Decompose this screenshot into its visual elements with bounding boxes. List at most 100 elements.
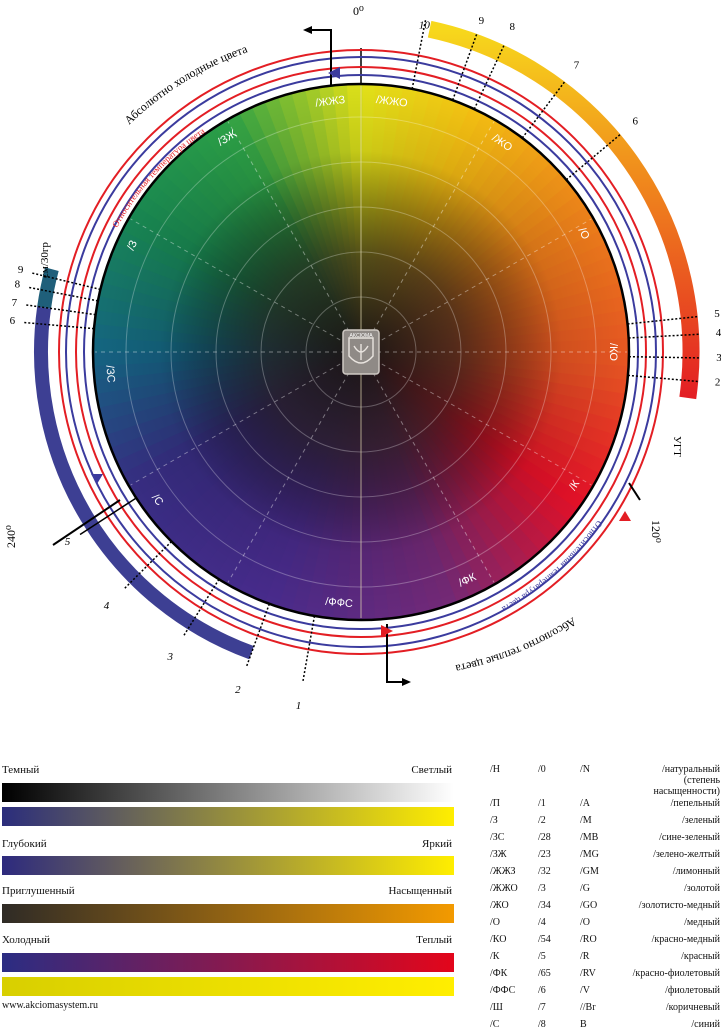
left-scale-number: 4 xyxy=(104,600,110,612)
center-emblem-icon: AKCIOMA xyxy=(342,329,380,375)
sector-label: /ФФС xyxy=(325,596,354,610)
legend-cell: /6 xyxy=(538,985,546,996)
scale-3-left-label: Глубокий xyxy=(2,838,47,850)
legend-cell: /синий xyxy=(691,1019,720,1030)
legend-cell: /4 xyxy=(538,917,546,928)
legend-cell: /ФК xyxy=(490,968,508,979)
legend-cell: /З xyxy=(490,815,498,826)
legend-cell: /M xyxy=(580,815,592,826)
pointer-lines xyxy=(52,29,641,683)
left-scale-number: 1 xyxy=(296,700,302,712)
scale-2-bar xyxy=(2,807,454,826)
legend-cell: /O xyxy=(580,917,590,928)
ugt-unit-label: УГТ xyxy=(671,436,683,457)
scale-5-bar xyxy=(2,953,454,972)
legend-cell: B xyxy=(580,1019,587,1030)
scale-4-bar xyxy=(2,904,454,923)
sector-label: /ЖЖО xyxy=(375,94,408,110)
legend-cell: /23 xyxy=(538,849,551,860)
abs-warm-label: Абсолютно теплые цвета xyxy=(454,615,579,677)
legend-cell: /КО xyxy=(490,934,507,945)
legend-cell: /сине-зеленый xyxy=(659,832,720,843)
cold-temperature-band-top xyxy=(37,267,59,309)
legend-cell: /N xyxy=(580,764,590,775)
sector-label: /КО xyxy=(607,343,619,361)
legend-cell: /7 xyxy=(538,1002,546,1013)
legend-cell: /ЖЖЗ xyxy=(490,866,516,877)
right-scale-number: 10 xyxy=(419,20,431,32)
sector-label: /ЗС xyxy=(103,365,116,384)
legend-cell: /2 xyxy=(538,815,546,826)
cold-temperature-band xyxy=(34,306,254,660)
sector-label: /О xyxy=(576,226,592,242)
legend-cell: /П xyxy=(490,798,500,809)
scale-6-bar xyxy=(2,977,454,996)
outer-red-ring xyxy=(58,49,664,655)
legend-cell: /натуральный (степень насыщенности) xyxy=(653,764,720,797)
legend-cell: /фиолетовый xyxy=(665,985,720,996)
legend-cell: /8 xyxy=(538,1019,546,1030)
legend-cell: /A xyxy=(580,798,590,809)
legend-cell: /медный xyxy=(684,917,720,928)
right-scale-number: 4 xyxy=(716,327,721,339)
sector-label: /ЖЖЗ xyxy=(315,94,346,110)
legend-cell: //Br xyxy=(580,1002,596,1013)
legend-cell: /R xyxy=(580,951,590,962)
right-scale-number: 2 xyxy=(715,377,721,389)
legend-cell: /лимонный xyxy=(672,866,720,877)
legend-cell: /34 xyxy=(538,900,551,911)
left-scale-number: 6 xyxy=(10,315,16,327)
degree-120-label: 120⁰ xyxy=(649,520,663,543)
left-scale-number: 7 xyxy=(12,297,18,309)
inner-blue-ring xyxy=(83,74,639,630)
legend-cell: /красный xyxy=(681,951,720,962)
scale-1-bar xyxy=(2,783,454,802)
wheel-outline xyxy=(91,82,631,622)
legend-cell: /Ш xyxy=(490,1002,503,1013)
scale-3-bar xyxy=(2,856,454,875)
legend-cell: /32 xyxy=(538,866,551,877)
svg-text:AKCIOMA: AKCIOMA xyxy=(349,333,373,339)
scale-5-right-label: Теплый xyxy=(416,934,452,946)
legend-cell: /0 xyxy=(538,764,546,775)
legend-cell: /К xyxy=(490,951,500,962)
degree-240-label: 240⁰ xyxy=(4,525,18,548)
legend-cell: /5 xyxy=(538,951,546,962)
inner-red-ring xyxy=(75,66,647,638)
left-scale-number: 9 xyxy=(18,264,24,276)
website-link[interactable]: www.akciomasystem.ru xyxy=(2,1000,98,1011)
scale-3-right-label: Яркий xyxy=(422,838,452,850)
legend-cell: /65 xyxy=(538,968,551,979)
legend-cell: /О xyxy=(490,917,500,928)
pointer-arrowheads xyxy=(91,26,631,686)
legend-cell: /Н xyxy=(490,764,500,775)
left-scale-number: 2 xyxy=(235,684,241,696)
right-scale-number: 8 xyxy=(510,21,516,33)
legend-cell: /золотой xyxy=(684,883,720,894)
left-scale-number: 3 xyxy=(166,651,173,663)
scale-1-right-label: Светлый xyxy=(411,764,452,776)
legend-cell: /V xyxy=(580,985,590,996)
legend-cell: /ЗС xyxy=(490,832,505,843)
wheel-grid xyxy=(95,48,627,618)
legend-cell: /золотисто-медный xyxy=(638,900,720,911)
scale-4-left-label: Приглушенный xyxy=(2,885,75,897)
warm-temperature-band xyxy=(427,20,700,400)
legend-cell: /GO xyxy=(580,900,598,911)
legend-cell: /ЖЖО xyxy=(490,883,518,894)
right-scale-number: 6 xyxy=(632,115,638,127)
legend-cell: /зелено-желтый xyxy=(653,849,720,860)
scale-4-right-label: Насыщенный xyxy=(388,885,452,897)
legend-cell: /ЗЖ xyxy=(490,849,507,860)
legend-cell: /красно-медный xyxy=(651,934,720,945)
legend-cell: /28 xyxy=(538,832,551,843)
legend-cell: /MG xyxy=(580,849,599,860)
legend-cell: /коричневый xyxy=(665,1002,720,1013)
left-scale-number: 5 xyxy=(65,536,71,548)
right-scale-number: 9 xyxy=(479,15,485,27)
legend-cell: /красно-фиолетовый xyxy=(632,968,720,979)
outer-blue-ring xyxy=(65,56,657,648)
legend-cell: /С xyxy=(490,1019,500,1030)
right-scale-number: 5 xyxy=(714,308,720,320)
